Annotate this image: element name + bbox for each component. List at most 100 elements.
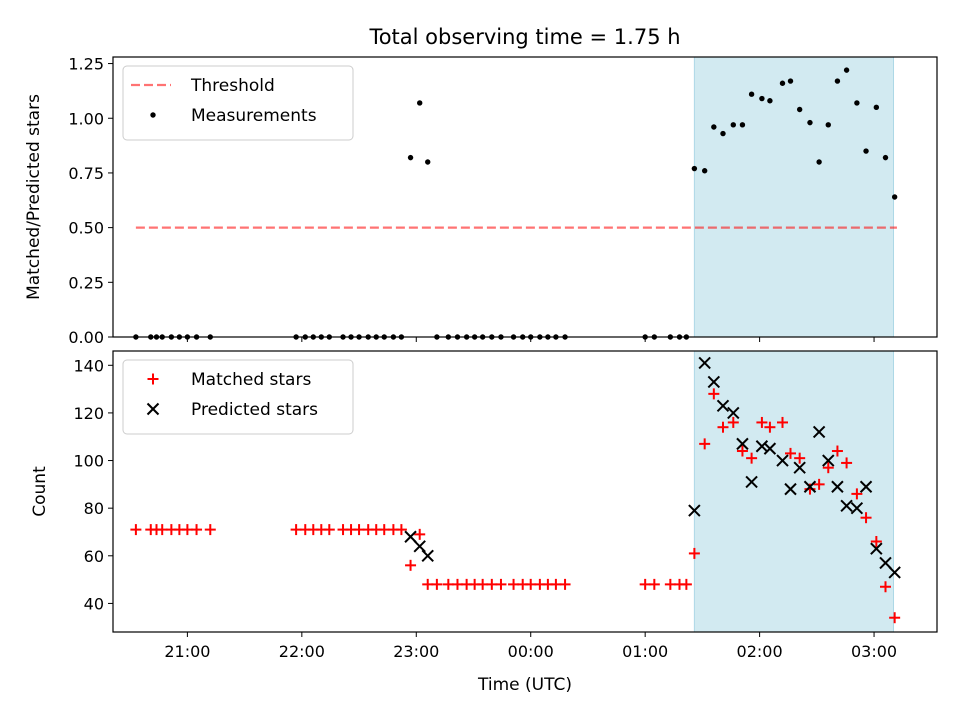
data-point bbox=[825, 122, 831, 128]
data-point bbox=[767, 98, 773, 104]
data-point bbox=[736, 437, 749, 451]
chart-title: Total observing time = 1.75 h bbox=[368, 25, 680, 49]
data-point bbox=[323, 524, 335, 536]
data-point bbox=[717, 421, 729, 433]
y-axis-label: Matched/Predicted stars bbox=[24, 94, 44, 300]
data-point bbox=[879, 556, 892, 570]
data-point bbox=[776, 454, 789, 467]
data-point bbox=[407, 154, 414, 161]
data-point bbox=[431, 578, 443, 590]
data-point bbox=[863, 148, 869, 154]
y-tick-label: 0.25 bbox=[68, 273, 104, 292]
y-tick-label: 100 bbox=[73, 452, 104, 471]
data-point bbox=[698, 356, 711, 370]
data-point bbox=[191, 524, 203, 536]
data-point bbox=[882, 154, 889, 161]
data-point bbox=[680, 578, 692, 590]
data-point bbox=[889, 612, 901, 624]
data-point bbox=[870, 542, 883, 555]
y-tick-label: 0.00 bbox=[68, 328, 104, 347]
x-tick-label: 21:00 bbox=[164, 642, 210, 661]
legend: Threshold Measurements bbox=[122, 65, 354, 141]
x-tick-label: 02:00 bbox=[737, 642, 783, 661]
panel-bottom: 40 60 80 100 120 140 21:00 22:00 23:00 00:00 01:00… bbox=[30, 350, 938, 695]
data-point bbox=[779, 80, 786, 86]
data-point bbox=[796, 106, 803, 113]
legend-box bbox=[122, 65, 354, 141]
data-point bbox=[831, 445, 843, 457]
data-point bbox=[756, 416, 768, 428]
y-tick-label: 1.25 bbox=[68, 55, 104, 74]
data-point bbox=[130, 524, 142, 536]
data-point bbox=[793, 461, 806, 474]
legend-box bbox=[122, 359, 354, 435]
x-tick-label: 03:00 bbox=[851, 642, 897, 661]
data-point bbox=[495, 578, 507, 590]
data-point bbox=[764, 421, 776, 433]
data-point bbox=[559, 578, 571, 590]
data-point bbox=[822, 462, 834, 474]
plot-frame bbox=[112, 56, 938, 338]
y-tick-label: 0.50 bbox=[68, 219, 104, 238]
data-point bbox=[785, 447, 797, 459]
data-point bbox=[873, 104, 880, 111]
data-point bbox=[843, 67, 850, 73]
data-point bbox=[739, 122, 746, 128]
data-point bbox=[840, 499, 853, 512]
data-point bbox=[404, 530, 417, 543]
data-point bbox=[834, 78, 841, 84]
data-point bbox=[421, 549, 434, 563]
data-point bbox=[730, 122, 736, 128]
data-point bbox=[854, 100, 860, 106]
x-axis-label: Time (UTC) bbox=[477, 675, 572, 695]
data-point bbox=[691, 165, 698, 172]
data-point bbox=[395, 524, 407, 536]
y-tick-label: 0.75 bbox=[68, 164, 104, 183]
legend: Matched stars Predicted stars bbox=[122, 359, 354, 435]
data-point bbox=[405, 559, 417, 571]
data-point bbox=[812, 425, 826, 439]
data-point bbox=[763, 442, 777, 455]
data-point bbox=[822, 454, 835, 467]
series-predicted-stars bbox=[404, 356, 901, 579]
data-point bbox=[755, 440, 769, 453]
data-point bbox=[746, 452, 758, 464]
x-tick-label: 00:00 bbox=[508, 642, 554, 661]
data-point bbox=[888, 566, 901, 579]
data-point bbox=[880, 581, 891, 593]
data-point bbox=[794, 452, 806, 464]
data-point bbox=[850, 501, 864, 515]
legend-predicted-swatch bbox=[146, 402, 160, 416]
data-point bbox=[803, 480, 817, 493]
data-point bbox=[417, 100, 423, 106]
data-point bbox=[727, 406, 740, 420]
y-tick-label: 120 bbox=[73, 404, 104, 423]
data-point bbox=[870, 536, 882, 548]
x-tick-label: 22:00 bbox=[279, 642, 325, 661]
data-point bbox=[699, 438, 711, 450]
series-matched-stars bbox=[130, 388, 901, 624]
data-point bbox=[204, 524, 216, 536]
data-point bbox=[859, 480, 873, 493]
y-tick-label: 140 bbox=[73, 356, 104, 375]
data-point bbox=[413, 540, 426, 553]
legend-label: Threshold bbox=[190, 76, 275, 96]
data-point bbox=[813, 478, 825, 490]
data-point bbox=[787, 78, 794, 84]
plot-frame bbox=[112, 350, 938, 633]
x-tick-label: 01:00 bbox=[622, 642, 668, 661]
data-point bbox=[745, 475, 758, 489]
data-point bbox=[688, 504, 701, 517]
legend-measurement-swatch bbox=[150, 112, 156, 118]
data-point bbox=[716, 399, 730, 412]
data-point bbox=[759, 95, 765, 102]
data-point bbox=[777, 416, 788, 428]
data-point bbox=[414, 528, 426, 540]
data-layer bbox=[130, 356, 901, 624]
data-point bbox=[425, 159, 431, 165]
data-point bbox=[841, 457, 853, 469]
data-point bbox=[807, 119, 813, 126]
legend-matched-swatch bbox=[147, 373, 159, 385]
